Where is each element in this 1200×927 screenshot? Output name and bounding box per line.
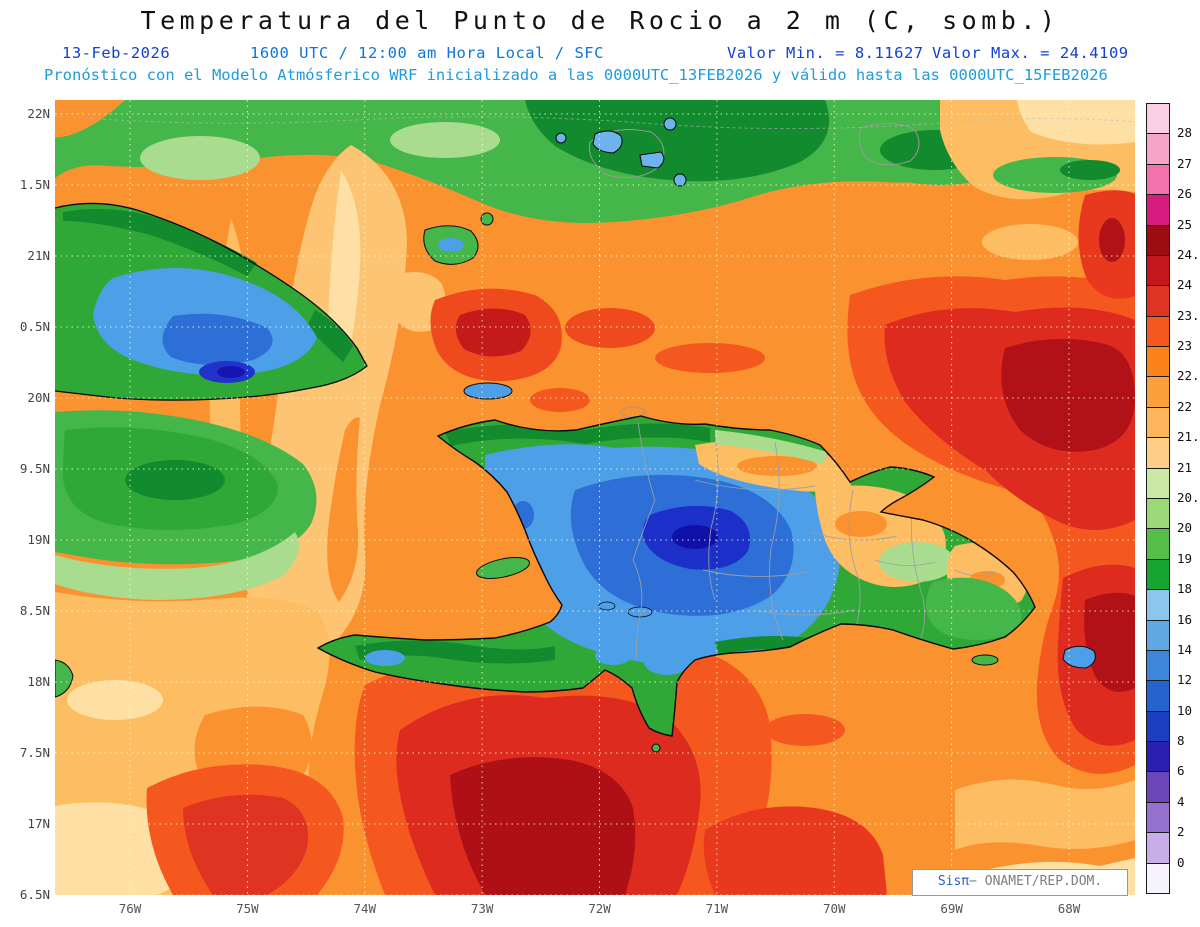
colorbar-swatch: [1146, 376, 1170, 408]
colorbar-tick-label: 14: [1177, 641, 1193, 657]
colorbar-swatch: [1146, 771, 1170, 803]
colorbar-tick-label: 12: [1177, 672, 1193, 688]
colorbar-tick-label: 26: [1177, 186, 1193, 202]
colorbar-tick-label: 22: [1177, 398, 1193, 414]
small-islands: [55, 117, 1096, 753]
lat-tick-label: 7.5N: [19, 745, 50, 760]
colorbar-tick-label: 19: [1177, 550, 1193, 566]
province-borders: [632, 421, 996, 661]
lon-tick-label: 71W: [705, 901, 729, 916]
lat-tick-label: 19N: [27, 532, 50, 547]
colorbar-tick-label: 10: [1177, 702, 1193, 718]
min-value-label: Valor Min. = 8.11627: [727, 44, 924, 62]
colorbar-swatch: [1146, 498, 1170, 530]
colorbar-swatch: [1146, 163, 1170, 196]
colorbar-swatch: [1146, 680, 1170, 712]
colorbar-swatch: [1146, 346, 1170, 378]
lat-tick-label: 22N: [27, 106, 50, 121]
lat-tick-label: 8.5N: [19, 603, 50, 618]
colorbar-tick-label: 21.5: [1177, 429, 1200, 445]
colorbar-swatch: [1146, 224, 1170, 256]
colorbar-tick-label: 18: [1177, 581, 1193, 597]
colorbar-swatch: [1146, 194, 1170, 226]
lat-tick-label: 1.5N: [19, 177, 50, 192]
max-value-label: Valor Max. = 24.4109: [932, 44, 1129, 62]
colorbar-swatch: [1146, 832, 1170, 864]
colorbar-tick-label: 20: [1177, 520, 1193, 536]
colorbar-swatch: [1146, 528, 1170, 560]
page-title: Temperatura del Punto de Rocio a 2 m (C,…: [140, 6, 1060, 35]
colorbar-swatch: [1146, 862, 1170, 894]
colorbar-swatch: [1146, 315, 1170, 348]
colorbar-tick-label: 2: [1177, 824, 1185, 840]
colorbar-swatch: [1146, 710, 1170, 743]
lon-tick-label: 75W: [236, 901, 259, 916]
colorbar-tick-label: 16: [1177, 611, 1193, 627]
lat-tick-label: 21N: [27, 248, 50, 263]
ocean-dewpoint-field: [55, 100, 1135, 895]
colorbar-tick-label: 24: [1177, 277, 1193, 293]
colorbar-swatch: [1146, 437, 1170, 469]
lon-tick-label: 74W: [353, 901, 377, 916]
lon-tick-label: 72W: [588, 901, 611, 916]
colorbar-swatch: [1146, 254, 1170, 287]
colorbar-swatch: [1146, 649, 1170, 682]
colorbar-swatch: [1146, 467, 1170, 499]
lat-tick-label: 0.5N: [19, 319, 50, 334]
watermark-brand: Sisπ: [937, 874, 970, 889]
colorbar-swatch: [1146, 285, 1170, 317]
colorbar-tick-label: 21: [1177, 459, 1193, 475]
colorbar-tick-label: 27: [1177, 155, 1193, 171]
colorbar-swatch: [1146, 103, 1170, 135]
colorbar-tick-label: 23.5: [1177, 307, 1200, 323]
cuba-landmass: [55, 202, 368, 401]
colorbar-tick-label: 22.5: [1177, 368, 1200, 384]
colorbar-tick-label: 0: [1177, 854, 1185, 870]
lat-tick-label: 20N: [27, 390, 50, 405]
colorbar-tick-label: 28: [1177, 125, 1193, 141]
lon-tick-label: 70W: [822, 901, 846, 916]
colorbar-tick-label: 20.5: [1177, 490, 1200, 505]
colorbar-tick-label: 25: [1177, 216, 1193, 232]
model-info-line: Pronóstico con el Modelo Atmósferico WRF…: [44, 66, 1108, 84]
colorbar-tick-label: 23: [1177, 338, 1193, 354]
colorbar-tick-label: 6: [1177, 763, 1185, 779]
forecast-date: 13-Feb-2026: [62, 44, 171, 62]
lat-tick-label: 17N: [27, 816, 50, 831]
colorbar-swatch: [1146, 133, 1170, 165]
lat-tick-label: 6.5N: [19, 887, 50, 902]
lon-tick-label: 73W: [470, 901, 494, 916]
colorbar-swatch: [1146, 406, 1170, 439]
colorbar-tick-label: 4: [1177, 793, 1185, 809]
lat-tick-label: 18N: [27, 674, 50, 689]
colorbar-swatch: [1146, 801, 1170, 834]
colorbar-tick-label: 8: [1177, 733, 1185, 749]
lon-tick-label: 69W: [940, 901, 963, 916]
lon-tick-label: 76W: [118, 901, 142, 916]
colorbar-swatch: [1146, 589, 1170, 621]
weather-map: [55, 100, 1135, 895]
colorbar-swatch: [1146, 741, 1170, 773]
watermark-org: − ONAMET/REP.DOM.: [969, 874, 1103, 889]
forecast-time-info: 1600 UTC / 12:00 am Hora Local / SFC: [250, 44, 604, 62]
colorbar-swatch: [1146, 619, 1170, 651]
colorbar-swatch: [1146, 558, 1170, 591]
lon-tick-label: 68W: [1057, 901, 1081, 916]
gridlines: [55, 100, 1135, 895]
colorbar-tick-label: 24.5: [1177, 246, 1200, 262]
lat-tick-label: 9.5N: [19, 461, 50, 476]
watermark: Sisπ− ONAMET/REP.DOM.: [912, 869, 1128, 896]
